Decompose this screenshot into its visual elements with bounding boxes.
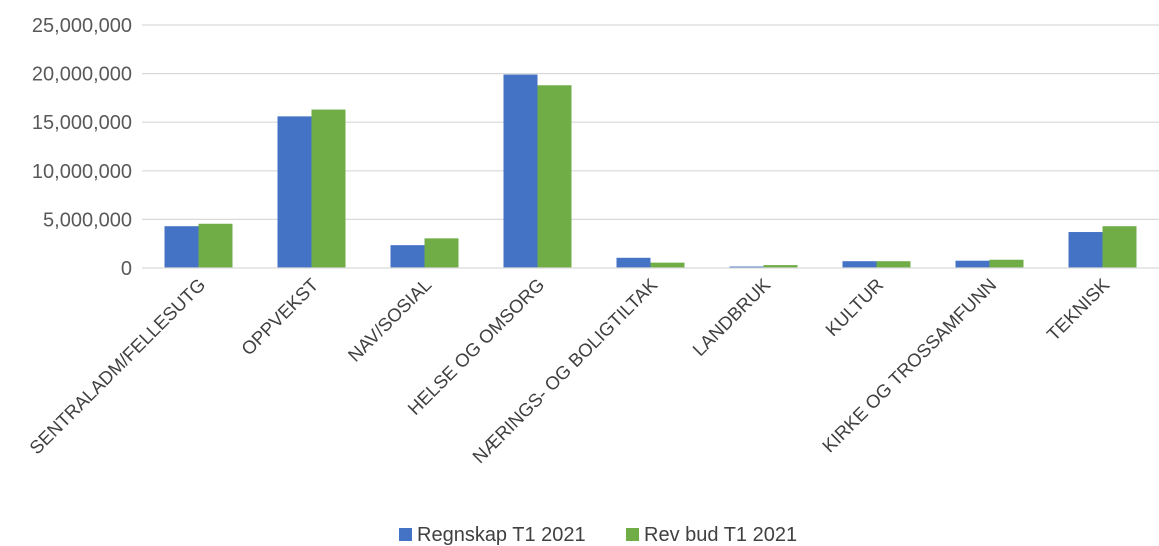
- y-tick-label: 10,000,000: [32, 161, 132, 183]
- x-category-label: TEKNISK: [1042, 274, 1113, 345]
- legend-label: Rev bud T1 2021: [644, 524, 797, 546]
- y-tick-label: 15,000,000: [32, 112, 132, 134]
- x-category-label: NÆRINGS- OG BOLIGTILTAK: [468, 274, 662, 468]
- bar-rev-bud: [989, 259, 1024, 268]
- x-category-label: LANDBRUK: [688, 274, 775, 361]
- y-tick-label: 5,000,000: [43, 209, 132, 231]
- x-axis-labels: SENTRALADM/FELLESUTG OPPVEKST NAV/SOSIALHE…: [25, 274, 1114, 468]
- x-category-label: OPPVEKST: [237, 274, 322, 359]
- bar-rev-bud: [1102, 226, 1137, 268]
- bar-rev-bud: [311, 109, 346, 269]
- bar-regnskap: [729, 266, 764, 268]
- x-category-label: KULTUR: [821, 274, 887, 340]
- legend-swatch: [626, 528, 639, 541]
- bar-regnskap: [955, 260, 990, 268]
- legend-swatch: [399, 528, 412, 541]
- bar-regnskap: [277, 116, 312, 268]
- legend-label: Regnskap T1 2021: [417, 524, 586, 546]
- y-tick-label: 20,000,000: [32, 64, 132, 86]
- bar-regnskap: [1068, 232, 1103, 268]
- bar-rev-bud: [763, 265, 798, 268]
- bar-rev-bud: [198, 223, 233, 268]
- legend: Regnskap T1 2021 Rev bud T1 2021: [399, 524, 797, 546]
- bar-rev-bud: [650, 262, 685, 268]
- bar-rev-bud: [876, 261, 911, 268]
- bar-regnskap: [390, 245, 425, 268]
- y-tick-label: 25,000,000: [32, 15, 132, 37]
- bars: [164, 74, 1137, 269]
- bar-rev-bud: [424, 238, 459, 268]
- y-tick-label: 0: [121, 258, 132, 280]
- x-category-label: NAV/SOSIAL: [344, 274, 436, 366]
- bar-rev-bud: [537, 85, 572, 268]
- x-category-label: SENTRALADM/FELLESUTG: [25, 274, 209, 458]
- bar-regnskap: [616, 257, 651, 268]
- y-axis-ticks: 25,000,000 20,000,000 15,000,000 10,000,000…: [32, 15, 132, 280]
- bar-regnskap: [842, 261, 877, 268]
- bar-regnskap: [503, 74, 538, 269]
- bar-regnskap: [164, 226, 199, 268]
